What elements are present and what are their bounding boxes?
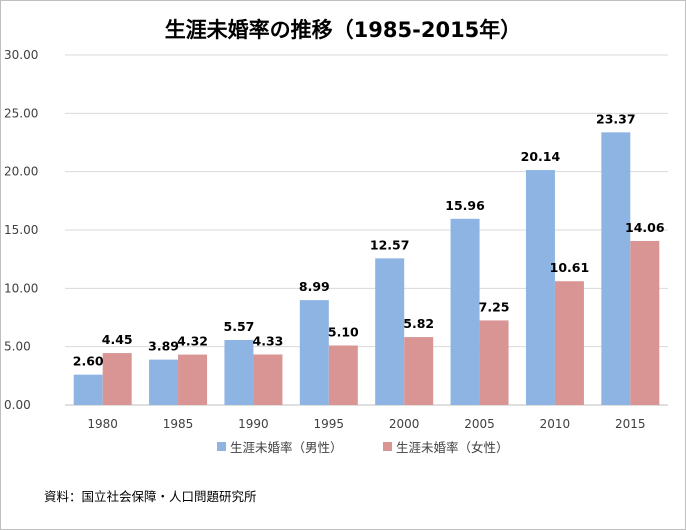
x-tick-label: 2005 — [464, 417, 495, 431]
data-label: 15.96 — [445, 198, 485, 213]
x-tick-label: 2015 — [615, 417, 646, 431]
bar — [253, 354, 283, 405]
data-label: 14.06 — [625, 220, 665, 235]
source-note: 資料：国立社会保障・人口問題研究所 — [44, 489, 257, 504]
data-label: 7.25 — [479, 299, 510, 314]
data-label: 10.61 — [550, 260, 590, 275]
bar — [601, 132, 631, 405]
bar — [554, 281, 584, 405]
data-label: 4.45 — [102, 332, 133, 347]
bar — [73, 374, 103, 405]
x-tick-label: 2000 — [389, 417, 420, 431]
data-label: 5.10 — [328, 325, 359, 340]
y-tick-label: 30.00 — [4, 48, 38, 62]
data-label: 3.89 — [148, 339, 179, 354]
bar — [404, 337, 434, 405]
bar — [630, 240, 660, 405]
data-label: 8.99 — [299, 279, 330, 294]
data-label: 5.82 — [403, 316, 434, 331]
bar — [525, 170, 555, 405]
bar — [149, 359, 179, 405]
bar — [102, 353, 132, 405]
data-label: 23.37 — [596, 111, 636, 126]
x-tick-label: 2010 — [540, 417, 571, 431]
label-layer: 2.60 4.45 1980 3.894.32 1985 5.574.33 1990 8.99… — [73, 111, 665, 431]
bar-layer — [73, 132, 660, 405]
chart-title: 生涯未婚率の推移（1985-2015年） — [165, 18, 522, 42]
bar — [299, 300, 329, 405]
x-tick-label: 1985 — [163, 417, 194, 431]
x-tick-label: 1990 — [238, 417, 269, 431]
data-label: 4.32 — [177, 334, 208, 349]
data-label: 5.57 — [224, 319, 255, 334]
y-tick-label: 25.00 — [4, 106, 38, 120]
bar — [450, 218, 480, 405]
data-label: 2.60 — [73, 354, 104, 369]
data-label: 20.14 — [521, 149, 561, 164]
x-tick-label: 1995 — [314, 417, 345, 431]
data-label: 12.57 — [370, 237, 410, 252]
bar — [328, 345, 358, 405]
y-tick-label: 20.00 — [4, 165, 38, 179]
y-tick-label: 10.00 — [4, 281, 38, 295]
legend-swatch — [383, 442, 392, 451]
bar — [375, 258, 405, 405]
legend: 生涯未婚率（男性） 生涯未婚率（女性） — [217, 440, 509, 455]
y-tick-label: 0.00 — [4, 398, 31, 412]
bar — [178, 354, 208, 405]
x-tick-label: 1980 — [87, 417, 118, 431]
legend-label: 生涯未婚率（女性） — [396, 440, 509, 455]
y-tick-label: 5.00 — [4, 340, 31, 354]
bar — [479, 320, 509, 405]
y-tick-label: 15.00 — [4, 223, 38, 237]
legend-swatch — [217, 442, 226, 451]
bar — [224, 340, 254, 405]
data-label: 4.33 — [253, 333, 284, 348]
legend-label: 生涯未婚率（男性） — [230, 440, 343, 455]
